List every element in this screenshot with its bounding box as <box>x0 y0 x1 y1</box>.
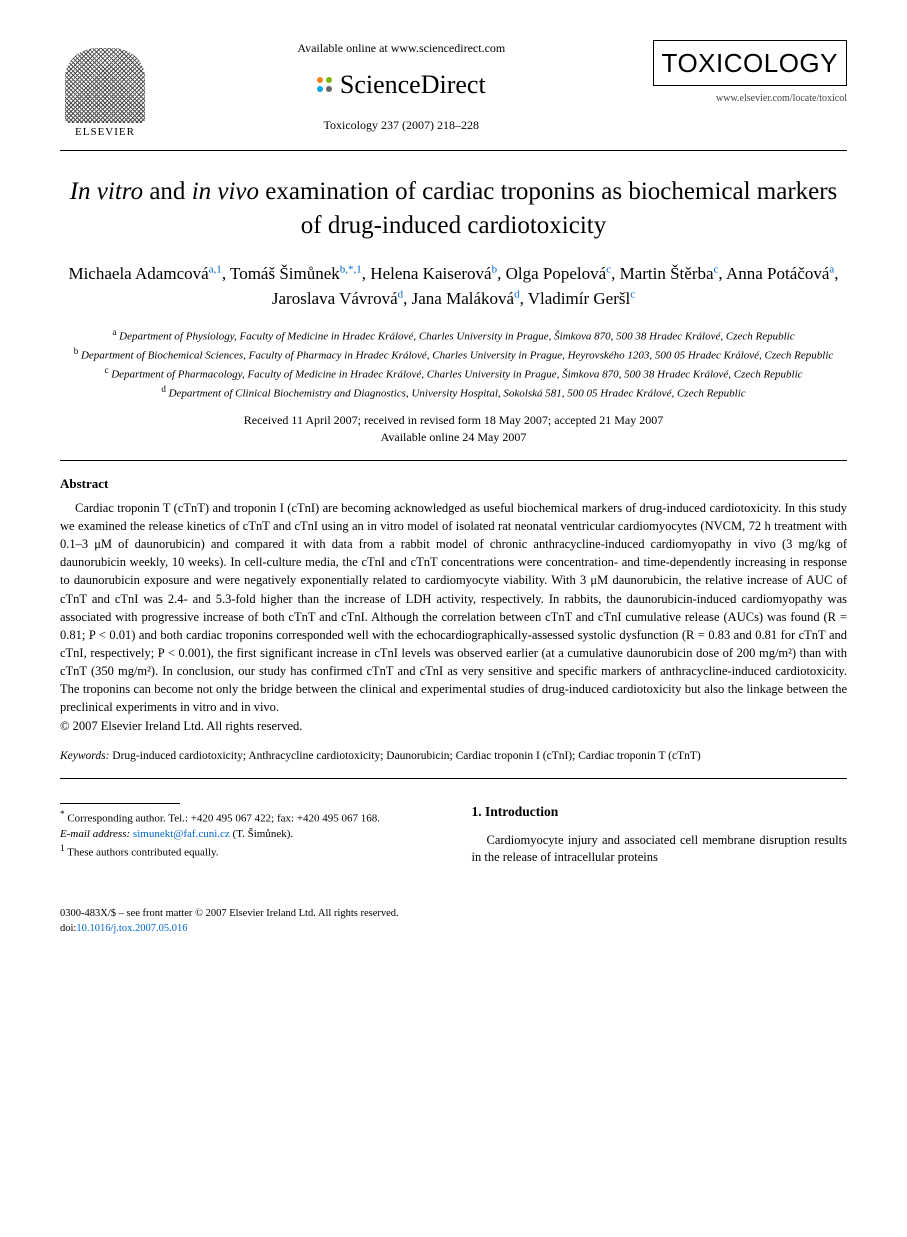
equal-text: These authors contributed equally. <box>67 847 218 859</box>
left-column: * Corresponding author. Tel.: +420 495 0… <box>60 803 436 867</box>
author-sup: b,*,1 <box>340 263 362 275</box>
intro-paragraph: Cardiomyocyte injury and associated cell… <box>472 832 848 867</box>
journal-reference: Toxicology 237 (2007) 218–228 <box>170 117 633 134</box>
footer-copyright: 0300-483X/$ – see front matter © 2007 El… <box>60 907 847 922</box>
sd-dot <box>317 77 323 83</box>
title-text-2: and <box>143 178 192 205</box>
abstract-heading: Abstract <box>60 475 847 493</box>
author-sup: c <box>714 263 719 275</box>
doi-label: doi: <box>60 923 76 934</box>
author-name: Michaela Adamcová <box>68 264 208 283</box>
title-italic-1: In vitro <box>70 178 143 205</box>
header-separator <box>60 150 847 151</box>
asterisk-icon: * <box>60 809 65 819</box>
footer-doi-line: doi:10.1016/j.tox.2007.05.016 <box>60 922 847 937</box>
affiliation-line: d Department of Clinical Biochemistry an… <box>60 383 847 402</box>
page-header: ELSEVIER Available online at www.science… <box>60 40 847 140</box>
corresponding-text: Corresponding author. Tel.: +420 495 067… <box>67 813 380 825</box>
email-who: (T. Šimůnek). <box>233 828 294 840</box>
title-italic-3: in vivo <box>192 178 259 205</box>
email-link[interactable]: simunekt@faf.cuni.cz <box>133 828 230 840</box>
author-name: Jana Maláková <box>412 289 514 308</box>
journal-name: TOXICOLOGY <box>653 40 847 86</box>
equal-sup: 1 <box>60 843 65 853</box>
title-text-4: examination of cardiac troponins as bioc… <box>259 178 837 239</box>
corresponding-author-note: * Corresponding author. Tel.: +420 495 0… <box>60 808 436 827</box>
center-header: Available online at www.sciencedirect.co… <box>150 40 653 134</box>
journal-box: TOXICOLOGY www.elsevier.com/locate/toxic… <box>653 40 847 106</box>
affiliations-block: a Department of Physiology, Faculty of M… <box>60 326 847 403</box>
author-sup: a <box>829 263 834 275</box>
authors-block: Michaela Adamcováa,1, Tomáš Šimůnekb,*,1… <box>60 261 847 312</box>
dates-block: Received 11 April 2007; received in revi… <box>60 412 847 446</box>
page-footer: 0300-483X/$ – see front matter © 2007 El… <box>60 907 847 936</box>
author-name: Helena Kaiserová <box>370 264 491 283</box>
affiliation-line: c Department of Pharmacology, Faculty of… <box>60 364 847 383</box>
author-sup: c <box>630 288 635 300</box>
author-name: Vladimír Geršl <box>528 289 630 308</box>
affiliation-line: b Department of Biochemical Sciences, Fa… <box>60 345 847 364</box>
author-sup: d <box>514 288 520 300</box>
author-name: Jaroslava Vávrová <box>272 289 398 308</box>
author-sup: c <box>606 263 611 275</box>
footnotes-block: * Corresponding author. Tel.: +420 495 0… <box>60 808 436 861</box>
journal-url[interactable]: www.elsevier.com/locate/toxicol <box>653 92 847 106</box>
sd-dot <box>326 86 332 92</box>
abstract-bottom-rule <box>60 778 847 779</box>
footnote-rule <box>60 803 180 804</box>
keywords-block: Keywords: Drug-induced cardiotoxicity; A… <box>60 748 847 764</box>
elsevier-logo: ELSEVIER <box>60 40 150 140</box>
dates-online: Available online 24 May 2007 <box>60 429 847 446</box>
author-name: Olga Popelová <box>506 264 607 283</box>
sciencedirect-dots-icon <box>317 77 332 92</box>
equal-contrib-note: 1 These authors contributed equally. <box>60 842 436 861</box>
article-title: In vitro and in vivo examination of card… <box>60 175 847 243</box>
abstract-section: Abstract Cardiac troponin T (cTnT) and t… <box>60 475 847 736</box>
sd-dot <box>317 86 323 92</box>
doi-link[interactable]: 10.1016/j.tox.2007.05.016 <box>76 923 187 934</box>
publisher-name: ELSEVIER <box>75 125 135 140</box>
abstract-top-rule <box>60 460 847 461</box>
abstract-body: Cardiac troponin T (cTnT) and troponin I… <box>60 499 847 717</box>
author-name: Anna Potáčová <box>726 264 829 283</box>
author-sup: a,1 <box>209 263 222 275</box>
available-online-text: Available online at www.sciencedirect.co… <box>170 40 633 57</box>
dates-received: Received 11 April 2007; received in revi… <box>60 412 847 429</box>
sciencedirect-label: ScienceDirect <box>340 67 486 103</box>
author-name: Martin Štěrba <box>620 264 714 283</box>
sd-dot <box>326 77 332 83</box>
sciencedirect-logo: ScienceDirect <box>170 67 633 103</box>
author-sup: b <box>492 263 498 275</box>
keywords-label: Keywords: <box>60 750 109 762</box>
right-column: 1. Introduction Cardiomyocyte injury and… <box>472 803 848 867</box>
abstract-copyright: © 2007 Elsevier Ireland Ltd. All rights … <box>60 718 847 736</box>
keywords-list: Drug-induced cardiotoxicity; Anthracycli… <box>112 750 700 762</box>
email-label: E-mail address: <box>60 828 130 840</box>
author-sup: d <box>398 288 404 300</box>
email-line: E-mail address: simunekt@faf.cuni.cz (T.… <box>60 827 436 842</box>
elsevier-tree-icon <box>65 48 145 123</box>
two-column-region: * Corresponding author. Tel.: +420 495 0… <box>60 803 847 867</box>
author-name: Tomáš Šimůnek <box>230 264 340 283</box>
affiliation-line: a Department of Physiology, Faculty of M… <box>60 326 847 345</box>
intro-heading: 1. Introduction <box>472 803 848 822</box>
